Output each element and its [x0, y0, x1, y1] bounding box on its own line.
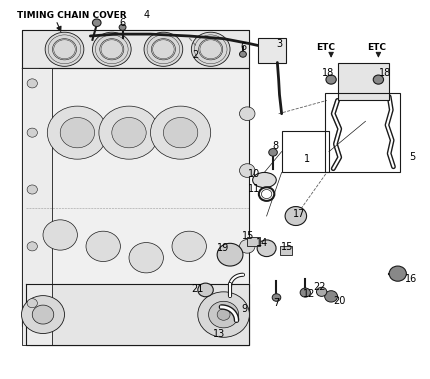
Text: 12: 12 [304, 289, 316, 299]
Circle shape [300, 288, 310, 297]
Text: 19: 19 [217, 243, 229, 253]
Bar [22, 68, 52, 345]
Text: 22: 22 [313, 282, 326, 292]
Text: 9: 9 [241, 304, 247, 314]
Circle shape [240, 240, 255, 253]
Circle shape [112, 117, 146, 148]
Circle shape [389, 266, 406, 281]
Circle shape [27, 242, 37, 251]
Text: 15: 15 [243, 231, 255, 241]
Text: 1: 1 [304, 154, 310, 164]
Text: 18: 18 [379, 68, 391, 78]
Text: 11: 11 [248, 185, 260, 194]
Bar [247, 237, 260, 246]
Polygon shape [22, 68, 249, 345]
Circle shape [22, 296, 64, 334]
Text: 7: 7 [273, 298, 280, 308]
Text: 10: 10 [248, 169, 260, 179]
Text: 18: 18 [322, 68, 334, 78]
Circle shape [150, 106, 211, 159]
Text: 15: 15 [281, 242, 293, 252]
Circle shape [373, 75, 384, 84]
Text: 13: 13 [213, 329, 225, 339]
Bar [282, 131, 329, 172]
Circle shape [27, 299, 37, 308]
Circle shape [163, 117, 198, 148]
Circle shape [272, 294, 281, 301]
Circle shape [144, 32, 183, 66]
Circle shape [60, 117, 95, 148]
Circle shape [198, 283, 213, 297]
Bar [325, 93, 400, 172]
Text: 20: 20 [334, 296, 346, 306]
Circle shape [92, 32, 131, 66]
Circle shape [257, 240, 276, 257]
Text: 4: 4 [143, 10, 149, 20]
Circle shape [172, 231, 206, 262]
Circle shape [45, 32, 84, 66]
Text: 2: 2 [193, 50, 199, 60]
Circle shape [191, 32, 230, 66]
Circle shape [240, 164, 255, 177]
Circle shape [217, 309, 230, 320]
Circle shape [92, 19, 101, 27]
Circle shape [269, 149, 277, 156]
Text: 14: 14 [256, 238, 268, 248]
Circle shape [326, 75, 336, 84]
Text: TIMING CHAIN COVER: TIMING CHAIN COVER [17, 11, 127, 20]
Circle shape [86, 231, 120, 262]
Circle shape [43, 220, 77, 250]
Text: 3: 3 [276, 39, 283, 49]
Circle shape [198, 292, 249, 337]
Circle shape [99, 106, 159, 159]
Text: 21: 21 [191, 284, 203, 294]
Text: ETC: ETC [367, 43, 386, 52]
Circle shape [129, 243, 163, 273]
Circle shape [27, 128, 37, 137]
Polygon shape [22, 30, 249, 68]
Circle shape [285, 207, 307, 226]
Text: 5: 5 [410, 152, 416, 162]
Circle shape [217, 243, 243, 266]
Circle shape [119, 24, 126, 30]
Circle shape [316, 287, 327, 296]
Circle shape [27, 185, 37, 194]
Circle shape [325, 291, 338, 302]
Circle shape [32, 305, 54, 324]
Bar [258, 38, 286, 63]
Circle shape [240, 51, 246, 57]
Text: 6: 6 [120, 18, 126, 28]
Circle shape [209, 301, 239, 328]
Bar [280, 246, 292, 255]
Circle shape [240, 107, 255, 121]
Ellipse shape [253, 172, 276, 188]
Circle shape [47, 106, 108, 159]
Text: 8: 8 [272, 141, 278, 151]
Text: 16: 16 [405, 274, 417, 283]
Polygon shape [26, 284, 249, 345]
Circle shape [27, 79, 37, 88]
Bar [338, 63, 389, 100]
Text: ETC: ETC [316, 43, 335, 52]
Text: 6: 6 [240, 42, 246, 52]
Text: 17: 17 [293, 209, 305, 219]
